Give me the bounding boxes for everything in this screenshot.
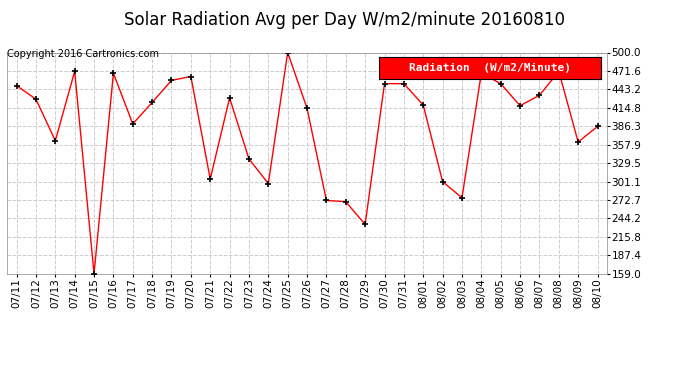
Text: Copyright 2016 Cartronics.com: Copyright 2016 Cartronics.com	[7, 49, 159, 59]
Text: Solar Radiation Avg per Day W/m2/minute 20160810: Solar Radiation Avg per Day W/m2/minute …	[124, 11, 566, 29]
